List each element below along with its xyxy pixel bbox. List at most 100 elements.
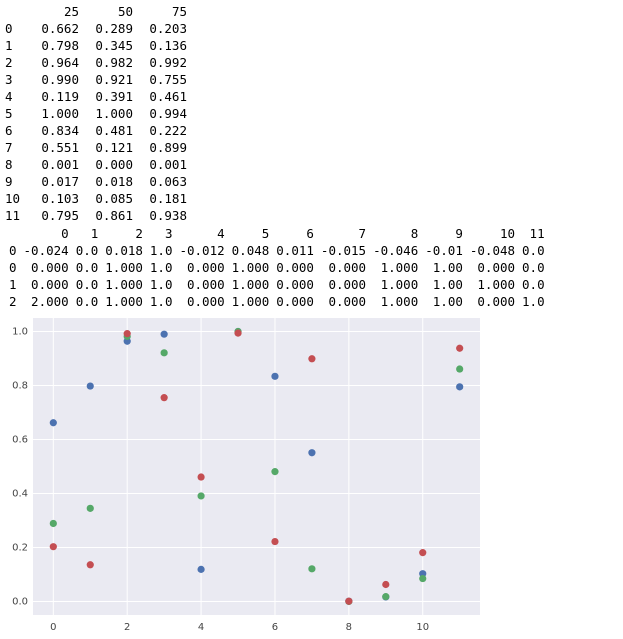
point — [197, 473, 205, 481]
column-header: 11 — [529, 226, 545, 241]
y-tick-label: 0.8 — [12, 381, 28, 392]
cell: 0.000 — [187, 294, 225, 309]
x-tick-label: 4 — [198, 622, 204, 633]
point — [197, 565, 205, 573]
cell: 0.000 — [477, 260, 516, 275]
cell: 1.000 — [380, 277, 419, 292]
cell: 1.0 — [149, 277, 173, 292]
cell: 0.121 — [95, 140, 133, 155]
cell: 0.755 — [149, 72, 187, 87]
column-header: 9 — [455, 226, 463, 241]
x-tick-label: 2 — [124, 622, 130, 633]
point — [456, 383, 464, 391]
row-index: 5 — [5, 106, 13, 121]
row-index: 10 — [5, 191, 21, 206]
column-header: 75 — [171, 4, 187, 19]
table-row: 2 2.000 0.0 1.000 1.0 0.000 1.000 0.000 0.000 1.0… — [2, 293, 545, 310]
cell: 0.000 — [477, 294, 516, 309]
point — [49, 519, 57, 528]
cell: 0.048 — [231, 243, 270, 258]
cell: 0.136 — [149, 38, 187, 53]
cell: 1.000 — [231, 260, 270, 275]
table-row: 1 0.000 0.0 1.000 1.0 0.000 1.000 0.000 0.000 1.0… — [2, 276, 545, 293]
cell: 0.000 — [187, 277, 225, 292]
cell: 2.000 — [31, 294, 69, 309]
point — [271, 372, 279, 380]
column-header: 7 — [358, 226, 367, 241]
cell: 0.018 — [105, 243, 143, 258]
row-index: 7 — [5, 140, 13, 155]
row-index: 2 — [5, 55, 13, 70]
y-tick-label: 0.0 — [12, 597, 28, 608]
x-tick-label: 8 — [346, 622, 352, 633]
column-header: 25 — [63, 4, 79, 19]
y-tick-label: 0.4 — [12, 489, 28, 500]
table-row: 2 0.964 0.982 0.992 — [2, 54, 187, 71]
column-header: 1 — [90, 226, 99, 241]
cell: 0.001 — [149, 157, 187, 172]
point — [456, 365, 464, 373]
cell: 1.000 — [95, 106, 133, 121]
row-index: 0 — [5, 21, 13, 36]
cell: 0.000 — [276, 260, 314, 275]
cell: 0.0 — [75, 294, 99, 309]
cell: 0.017 — [41, 174, 79, 189]
cell: 0.834 — [41, 123, 79, 138]
cell: -0.048 — [469, 243, 516, 258]
row-index: 9 — [5, 174, 13, 189]
cell: 0.103 — [41, 191, 79, 206]
row-index: 0 — [9, 260, 17, 275]
point — [123, 330, 131, 338]
point — [86, 561, 94, 569]
cell: 0.018 — [95, 174, 133, 189]
cell: 0.461 — [149, 89, 187, 104]
table-row: 10 0.103 0.085 0.181 — [2, 190, 187, 207]
cell: 0.000 — [276, 277, 314, 292]
cell: 0.994 — [149, 106, 187, 121]
column-header: 5 — [261, 226, 270, 241]
cell: 0.181 — [149, 191, 187, 206]
chart: 0.0 0.2 0.4 0.6 0.8 1.0 0 2 4 6 8 10 — [12, 318, 480, 633]
cell: 0.119 — [41, 89, 79, 104]
point — [308, 449, 316, 457]
column-header: 50 — [117, 4, 133, 19]
cell: 0.938 — [149, 208, 187, 223]
cell: 0.289 — [95, 21, 133, 36]
cell: 0.662 — [41, 21, 79, 36]
cell: 1.0 — [149, 260, 173, 275]
cell: 0.000 — [95, 157, 133, 172]
cell: 0.000 — [31, 260, 69, 275]
cell: 1.000 — [105, 277, 143, 292]
cell: -0.046 — [373, 243, 419, 258]
cell: 0.000 — [328, 260, 367, 275]
point — [160, 330, 168, 338]
column-header: 4 — [217, 226, 225, 241]
row-index: 4 — [5, 89, 13, 104]
cell: 0.0 — [75, 277, 99, 292]
column-header: 3 — [164, 226, 173, 241]
point — [271, 537, 279, 546]
row-index: 3 — [5, 72, 13, 87]
cell: -0.01 — [425, 243, 463, 258]
column-header: 0 — [61, 226, 69, 241]
cell: 0.798 — [41, 38, 79, 53]
cell: 0.964 — [41, 55, 79, 70]
cell: 0.063 — [149, 174, 187, 189]
cell: 1.000 — [477, 277, 516, 292]
row-index: 2 — [9, 294, 17, 309]
table-row: 5 1.000 1.000 0.994 — [2, 105, 187, 122]
cell: 0.000 — [187, 260, 225, 275]
table-row: 0 0.000 0.0 1.000 1.0 0.000 1.000 0.000 0.000 1.0… — [2, 259, 545, 276]
point — [345, 597, 353, 605]
cell: -0.024 — [23, 243, 69, 258]
cell: 0.921 — [95, 72, 133, 87]
cell: 0.000 — [276, 294, 314, 309]
point — [86, 504, 94, 512]
cell: 1.000 — [231, 294, 270, 309]
column-header: 10 — [499, 226, 516, 241]
cell: 0.085 — [95, 191, 133, 206]
cell: 0.861 — [95, 208, 133, 223]
cell: 0.992 — [149, 55, 187, 70]
row-index: 1 — [9, 277, 17, 292]
cell: 0.0 — [522, 260, 545, 275]
